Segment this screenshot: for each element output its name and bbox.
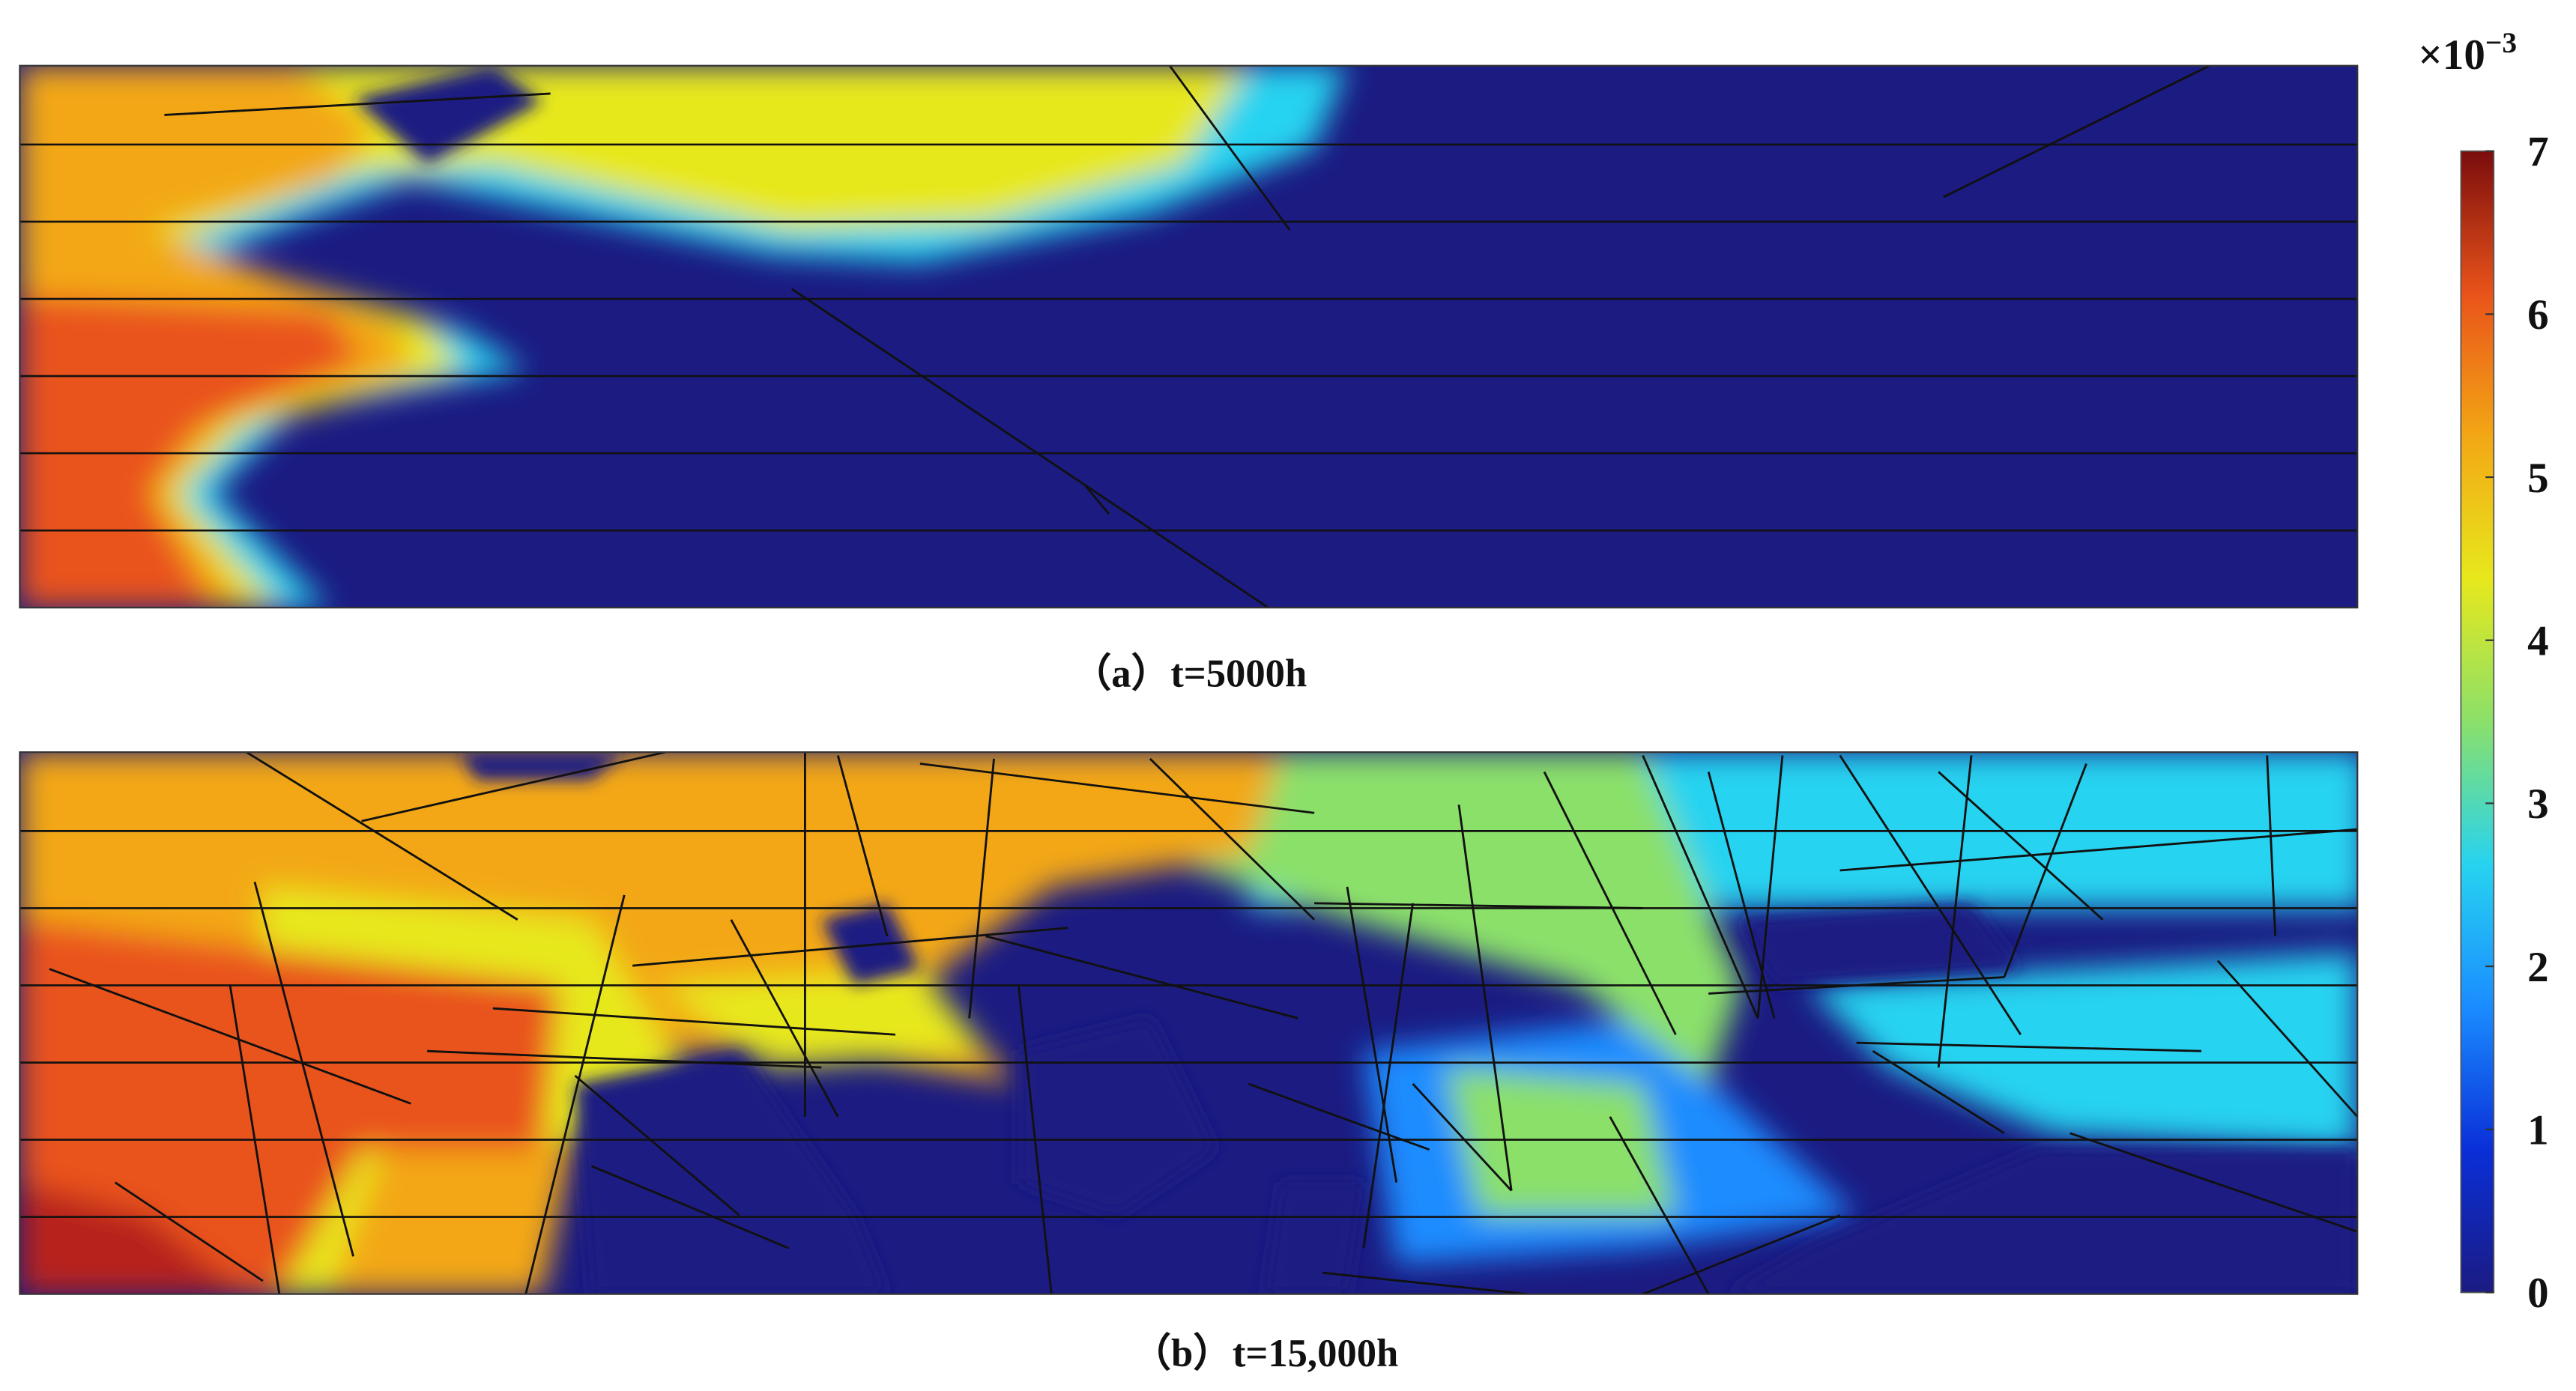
colorbar-tick-label: 7 xyxy=(2527,128,2549,175)
colorbar xyxy=(2460,150,2495,1294)
panel-a-field xyxy=(19,65,2358,608)
colorbar-tick-label: 1 xyxy=(2527,1107,2549,1154)
colorbar-tick-label: 4 xyxy=(2527,617,2549,664)
colorbar-multiplier: ×10−3 xyxy=(2418,26,2517,79)
panel-b-layers xyxy=(19,751,2359,1295)
panel-b-field xyxy=(19,752,2358,1294)
colorbar-tick-label: 0 xyxy=(2527,1270,2549,1317)
caption-b: （b）t=15,000h xyxy=(1131,1331,1398,1375)
colorbar-tick-label: 3 xyxy=(2527,781,2549,828)
colorbar-tick-label: 5 xyxy=(2527,455,2549,502)
colorbar-ticks: 0 1 2 3 4 5 6 7 xyxy=(2485,128,2549,1317)
caption-a: （a）t=5000h xyxy=(1072,651,1307,695)
colorbar-tick-label: 2 xyxy=(2527,944,2549,991)
panel-a-layers xyxy=(19,64,2359,609)
colorbar-tick-label: 6 xyxy=(2527,291,2549,339)
